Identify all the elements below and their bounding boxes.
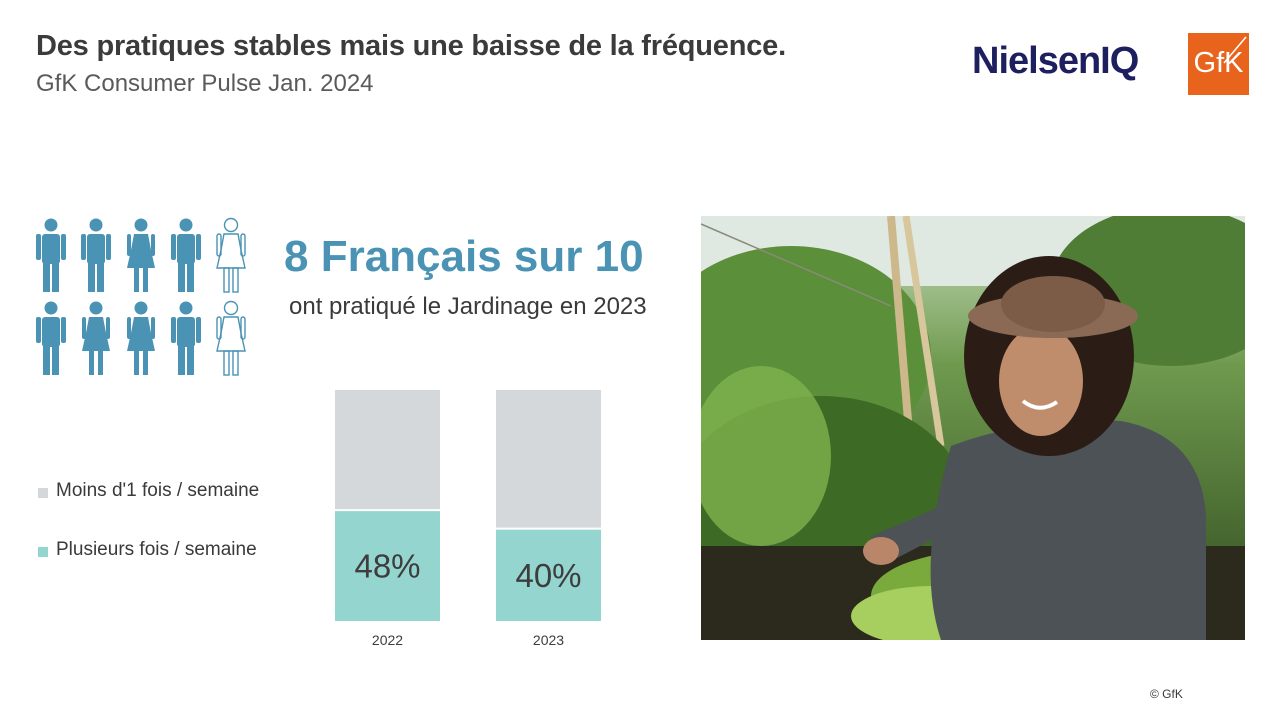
person-icon-filled	[171, 218, 201, 292]
legend-swatch-teal	[38, 547, 48, 557]
person-icon-filled	[36, 301, 66, 375]
person-icon-filled	[127, 218, 155, 292]
person-icon-outline	[216, 217, 246, 293]
data-label-2023: 40%	[515, 557, 581, 594]
legend-label-moins: Moins d'1 fois / semaine	[56, 480, 260, 501]
person-icon-filled	[127, 301, 155, 375]
legend-label-plusieurs: Plusieurs fois / semaine	[56, 539, 257, 560]
bar-2022-plusieurs	[335, 510, 440, 621]
stacked-bar-chart: 48% 2022 40% 2023	[335, 390, 601, 648]
bar-2023-plusieurs	[496, 528, 601, 621]
person-icon-filled	[81, 218, 111, 292]
person-icon-filled	[36, 218, 66, 292]
gfk-logo: GfK	[1188, 33, 1249, 95]
headline-subline: ont pratiqué le Jardinage en 2023	[289, 293, 647, 320]
headline: 8 Français sur 10	[284, 232, 644, 281]
nielseniq-logo: NielsenIQ	[972, 40, 1139, 82]
page-subtitle: GfK Consumer Pulse Jan. 2024	[36, 70, 374, 97]
category-label-2022: 2022	[372, 632, 403, 648]
bar-2023-moins	[496, 390, 601, 529]
person-icon-outline	[216, 300, 246, 376]
person-icon-filled	[82, 301, 110, 375]
category-label-2023: 2023	[533, 632, 564, 648]
page-title: Des pratiques stables mais une baisse de…	[36, 30, 786, 62]
woman-gardening-photo	[701, 216, 1245, 640]
bar-2022-moins	[335, 390, 440, 511]
gfk-logo-text: GfK	[1193, 47, 1244, 79]
copyright: © GfK	[1150, 687, 1183, 701]
data-label-2022: 48%	[354, 548, 420, 585]
people-pictogram	[36, 217, 246, 376]
gfk-logo-slash	[1223, 36, 1247, 64]
legend-swatch-grey	[38, 488, 48, 498]
person-icon-filled	[171, 301, 201, 375]
